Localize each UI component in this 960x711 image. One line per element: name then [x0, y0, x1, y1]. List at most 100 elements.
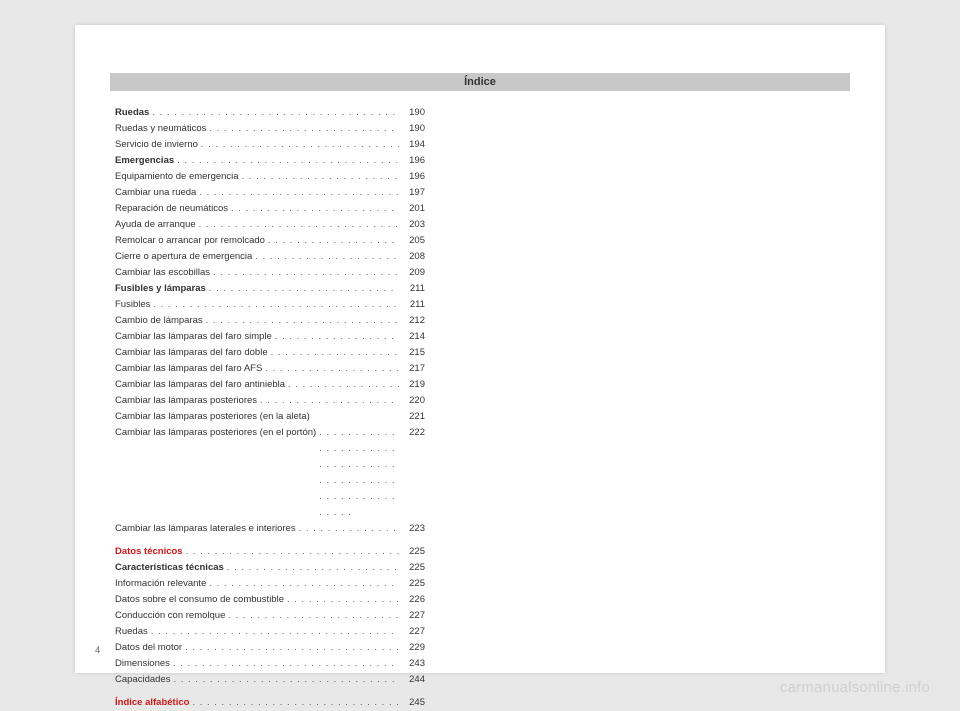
toc-row: Capacidades 244 — [115, 672, 425, 688]
toc-row: Emergencias 196 — [115, 153, 425, 169]
toc-page-num: 190 — [399, 105, 425, 121]
toc-page-num: 209 — [399, 265, 425, 281]
toc-dots — [284, 592, 399, 608]
toc-list: Ruedas190Ruedas y neumáticos190Servicio … — [115, 105, 425, 711]
toc-label: Cambiar las lámparas laterales e interio… — [115, 521, 296, 537]
toc-page-num: 245 — [399, 695, 425, 711]
toc-label: Emergencias — [115, 153, 174, 169]
toc-page-num: 227 — [399, 624, 425, 640]
toc-row: Fusibles211 — [115, 297, 425, 313]
toc-row: Cambiar las lámparas posteriores (en el … — [115, 425, 425, 521]
toc-page-num: 225 — [399, 576, 425, 592]
toc-label: Cambiar las lámparas del faro AFS — [115, 361, 262, 377]
toc-dots — [239, 169, 399, 185]
toc-page-num: 225 — [399, 560, 425, 576]
toc-row: Ruedas 227 — [115, 624, 425, 640]
toc-page-num: 212 — [399, 313, 425, 329]
toc-label: Reparación de neumáticos — [115, 201, 228, 217]
toc-page-num: 215 — [399, 345, 425, 361]
toc-label: Remolcar o arrancar por remolcado — [115, 233, 265, 249]
toc-page-num: 194 — [399, 137, 425, 153]
toc-dots — [285, 377, 399, 393]
toc-label: Capacidades — [115, 672, 170, 688]
toc-dots — [272, 329, 399, 345]
toc-dots — [316, 425, 399, 521]
page-header: Índice — [110, 73, 850, 91]
toc-row: Cierre o apertura de emergencia 208 — [115, 249, 425, 265]
toc-dots — [196, 185, 399, 201]
toc-dots — [210, 265, 399, 281]
toc-page-num: 223 — [399, 521, 425, 537]
toc-spacer — [115, 688, 425, 695]
watermark-text: carmanualsonline.info — [780, 679, 930, 696]
toc-label: Conducción con remolque — [115, 608, 225, 624]
toc-dots — [148, 624, 399, 640]
toc-label: Dimensiones — [115, 656, 170, 672]
toc-page-num: 190 — [399, 121, 425, 137]
toc-page-num: 244 — [399, 672, 425, 688]
toc-page-num: 221 — [399, 409, 425, 425]
toc-label: Cambiar las lámparas del faro doble — [115, 345, 268, 361]
toc-label: Fusibles y lámparas — [115, 281, 206, 297]
toc-label: Ruedas — [115, 105, 149, 121]
toc-label: Cambio de lámparas — [115, 313, 203, 329]
toc-spacer — [115, 537, 425, 544]
toc-label: Ruedas — [115, 624, 148, 640]
toc-dots — [206, 576, 399, 592]
toc-dots — [257, 393, 399, 409]
toc-dots — [182, 640, 399, 656]
toc-page-num: 217 — [399, 361, 425, 377]
toc-dots — [170, 672, 399, 688]
toc-row: Índice alfabético 245 — [115, 695, 425, 711]
toc-dots — [203, 313, 399, 329]
toc-label: Cambiar las lámparas posteriores — [115, 393, 257, 409]
toc-row: Remolcar o arrancar por remolcado 205 — [115, 233, 425, 249]
toc-row: Cambiar las lámparas del faro AFS 217 — [115, 361, 425, 377]
toc-row: Cambiar las lámparas posteriores220 — [115, 393, 425, 409]
toc-dots — [206, 281, 399, 297]
toc-row: Cambio de lámparas 212 — [115, 313, 425, 329]
toc-page-num: 197 — [399, 185, 425, 201]
toc-label: Información relevante — [115, 576, 206, 592]
toc-row: Equipamiento de emergencia196 — [115, 169, 425, 185]
toc-label: Cierre o apertura de emergencia — [115, 249, 252, 265]
toc-page-num: 196 — [399, 153, 425, 169]
toc-page-num: 222 — [399, 425, 425, 441]
toc-row: Servicio de invierno194 — [115, 137, 425, 153]
toc-dots — [262, 361, 399, 377]
toc-row: Cambiar las escobillas 209 — [115, 265, 425, 281]
toc-page-num: 229 — [399, 640, 425, 656]
toc-page-num: 208 — [399, 249, 425, 265]
toc-label: Índice alfabético — [115, 695, 189, 711]
toc-row: Ayuda de arranque203 — [115, 217, 425, 233]
toc-row: Información relevante 225 — [115, 576, 425, 592]
toc-label: Cambiar las lámparas posteriores (en la … — [115, 409, 310, 425]
toc-label: Cambiar las lámparas posteriores (en el … — [115, 425, 316, 441]
toc-row: Características técnicas225 — [115, 560, 425, 576]
toc-label: Ruedas y neumáticos — [115, 121, 206, 137]
toc-page-num: 196 — [399, 169, 425, 185]
toc-label: Cambiar las escobillas — [115, 265, 210, 281]
toc-dots — [174, 153, 399, 169]
toc-page-num: 211 — [399, 281, 425, 297]
toc-dots — [196, 217, 399, 233]
toc-row: Datos sobre el consumo de combustible226 — [115, 592, 425, 608]
toc-label: Datos sobre el consumo de combustible — [115, 592, 284, 608]
toc-row: Cambiar las lámparas laterales e interio… — [115, 521, 425, 537]
toc-dots — [198, 137, 399, 153]
toc-row: Reparación de neumáticos201 — [115, 201, 425, 217]
toc-dots — [252, 249, 399, 265]
toc-row: Fusibles y lámparas 211 — [115, 281, 425, 297]
toc-page-num: 227 — [399, 608, 425, 624]
toc-row: Ruedas y neumáticos 190 — [115, 121, 425, 137]
toc-row: Ruedas 190 — [115, 105, 425, 121]
toc-page-num: 243 — [399, 656, 425, 672]
toc-page-num: 205 — [399, 233, 425, 249]
toc-row: Datos del motor229 — [115, 640, 425, 656]
toc-dots — [224, 560, 399, 576]
toc-dots — [296, 521, 399, 537]
toc-dots — [225, 608, 399, 624]
toc-label: Datos técnicos — [115, 544, 183, 560]
toc-page-num: 214 — [399, 329, 425, 345]
toc-label: Cambiar las lámparas del faro antiniebla — [115, 377, 285, 393]
